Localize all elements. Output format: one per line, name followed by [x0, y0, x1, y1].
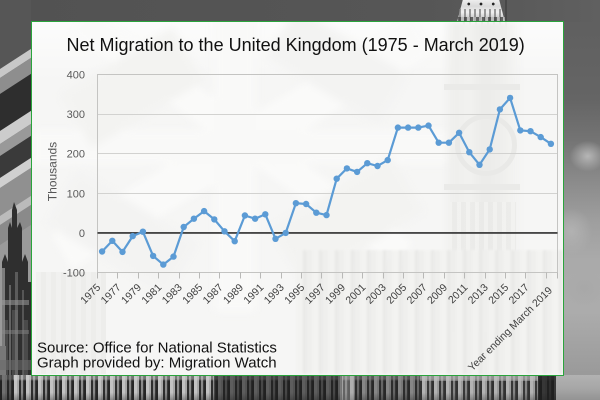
svg-text:1999: 1999: [323, 282, 348, 307]
svg-text:2005: 2005: [384, 282, 409, 307]
svg-text:0: 0: [79, 228, 85, 240]
svg-text:2003: 2003: [364, 282, 389, 307]
svg-text:Graph provided by: Migration W: Graph provided by: Migration Watch: [37, 355, 277, 372]
svg-text:300: 300: [67, 109, 85, 121]
svg-text:1975: 1975: [78, 282, 103, 307]
svg-text:1981: 1981: [139, 282, 164, 307]
svg-text:200: 200: [67, 149, 85, 161]
svg-text:2001: 2001: [343, 282, 368, 307]
svg-text:1979: 1979: [119, 282, 144, 307]
svg-text:Source: Office for National St: Source: Office for National Statistics: [37, 340, 277, 357]
svg-text:2009: 2009: [425, 282, 450, 307]
svg-text:-100: -100: [63, 268, 85, 280]
svg-text:Net Migration to the United Ki: Net Migration to the United Kingdom (197…: [67, 35, 525, 55]
svg-text:1977: 1977: [99, 282, 124, 307]
svg-text:1995: 1995: [282, 282, 307, 307]
svg-text:1997: 1997: [303, 282, 328, 307]
svg-text:400: 400: [67, 70, 85, 82]
svg-text:1985: 1985: [180, 282, 205, 307]
svg-text:Thousands: Thousands: [46, 142, 60, 201]
svg-text:2007: 2007: [405, 282, 430, 307]
svg-text:1993: 1993: [262, 282, 287, 307]
svg-text:2015: 2015: [486, 282, 511, 307]
svg-text:2013: 2013: [466, 282, 491, 307]
svg-text:2011: 2011: [446, 282, 471, 307]
svg-text:1991: 1991: [241, 282, 266, 307]
svg-text:1987: 1987: [201, 282, 226, 307]
svg-text:1989: 1989: [221, 282, 246, 307]
svg-text:1983: 1983: [160, 282, 185, 307]
svg-text:100: 100: [67, 188, 85, 200]
